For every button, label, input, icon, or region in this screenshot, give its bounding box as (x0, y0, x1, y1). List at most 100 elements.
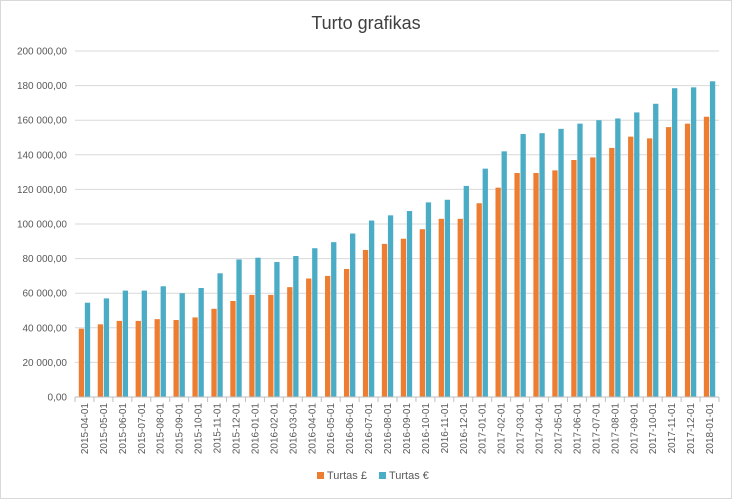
bar-gbp (647, 138, 653, 398)
x-tick-label: 2015-06-01 (118, 403, 129, 455)
x-tick-label: 2017-04-01 (535, 403, 546, 455)
bar-gbp (362, 249, 369, 397)
y-tick-label: 140 000,00 (17, 150, 67, 161)
x-tick-label: 2017-09-01 (629, 403, 640, 455)
bar-gbp (287, 287, 293, 397)
bar-eur (331, 242, 337, 397)
bar-gbp (154, 319, 160, 397)
x-tick-label: 2017-05-01 (554, 403, 565, 455)
bar-eur (501, 151, 507, 397)
x-tick-label: 2015-12-01 (232, 403, 243, 455)
bar-gbp (381, 243, 388, 397)
x-tick-label: 2016-04-01 (307, 403, 318, 455)
bar-eur (350, 233, 356, 397)
x-tick-label: 2016-10-01 (421, 403, 432, 455)
bar-eur (293, 256, 299, 397)
bar-gbp (192, 317, 198, 397)
bar-gbp (230, 300, 236, 397)
bar-gbp (665, 127, 672, 398)
y-tick-label: 120 000,00 (17, 185, 67, 196)
bar-gbp (438, 218, 444, 397)
bar-eur (577, 123, 583, 397)
bar-gbp (325, 275, 331, 397)
bar-eur (558, 128, 564, 397)
bar-gbp (268, 294, 274, 397)
x-tick-label: 2017-06-01 (572, 403, 583, 455)
chart-title: Turto grafikas (311, 13, 421, 33)
bar-eur (141, 290, 147, 397)
x-tick-label: 2017-07-01 (591, 403, 602, 455)
x-tick-label: 2018-01-01 (705, 403, 716, 455)
y-tick-label: 200 000,00 (17, 47, 67, 58)
x-tick-label: 2015-07-01 (137, 403, 148, 455)
bar-eur (255, 257, 261, 397)
bar-eur (444, 199, 451, 397)
x-tick-label: 2015-10-01 (194, 403, 205, 455)
bar-gbp (97, 324, 104, 397)
bar-gbp (249, 294, 255, 397)
y-tick-label: 180 000,00 (17, 81, 67, 92)
x-tick-label: 2017-01-01 (478, 403, 489, 455)
bar-gbp (476, 203, 482, 397)
legend-swatch-gbp (317, 472, 324, 479)
bar-gbp (609, 147, 615, 397)
x-tick-label: 2015-08-01 (156, 403, 167, 455)
x-tick-label: 2017-11-01 (667, 403, 678, 454)
bar-eur (425, 202, 432, 397)
x-tick-label: 2017-12-01 (686, 403, 697, 455)
x-tick-label: 2017-03-01 (516, 403, 527, 455)
x-tick-label: 2016-01-01 (250, 403, 261, 455)
x-tick-label: 2016-06-01 (345, 403, 356, 455)
bar-eur (198, 288, 204, 397)
y-tick-label: 100 000,00 (17, 220, 67, 231)
x-tick-label: 2016-12-01 (459, 403, 470, 455)
bar-eur (406, 211, 413, 397)
gridlines (75, 50, 719, 363)
bar-gbp (135, 320, 141, 397)
bar-gbp (343, 268, 350, 397)
bar-eur (615, 118, 621, 397)
x-tick-label: 2015-11-01 (213, 403, 224, 454)
bar-gbp (552, 170, 558, 397)
bars (78, 81, 716, 398)
bar-gbp (533, 172, 539, 397)
x-tick-label: 2015-04-01 (80, 403, 91, 455)
bar-eur (520, 134, 526, 398)
x-tick-label: 2017-08-01 (610, 403, 621, 455)
bar-gbp (400, 238, 407, 397)
bar-gbp (457, 218, 463, 397)
bar-gbp (78, 328, 85, 397)
bar-eur (236, 259, 242, 397)
y-tick-label: 160 000,00 (17, 116, 67, 127)
bar-eur (482, 168, 488, 397)
y-tick-label: 80 000,00 (23, 254, 68, 265)
bar-gbp (514, 172, 520, 397)
bar-gbp (571, 159, 577, 397)
bar-gbp (116, 320, 122, 397)
bar-eur (539, 133, 545, 398)
x-tick-label: 2017-10-01 (648, 403, 659, 455)
bar-eur (103, 298, 110, 397)
x-tick-label: 2016-09-01 (402, 403, 413, 455)
bar-eur (160, 286, 166, 397)
legend-label-eur: Turtas € (389, 470, 429, 482)
bar-eur (709, 81, 716, 398)
x-tick-label: 2016-08-01 (383, 403, 394, 455)
bar-eur (653, 103, 659, 397)
legend-swatch-eur (378, 472, 386, 479)
x-tick-label: 2016-02-01 (269, 403, 280, 455)
bar-eur (387, 215, 394, 397)
bar-eur (179, 293, 185, 397)
bar-eur (690, 87, 697, 397)
x-tick-label: 2016-03-01 (288, 403, 299, 455)
x-tick-label: 2015-09-01 (175, 403, 186, 455)
legend-label-gbp: Turtas £ (327, 470, 367, 482)
bar-gbp (173, 320, 179, 397)
x-tick-label: 2015-05-01 (99, 403, 110, 455)
bar-eur (312, 248, 318, 397)
bar-eur (368, 220, 375, 397)
y-tick-label: 60 000,00 (23, 289, 68, 300)
bar-eur (274, 262, 280, 397)
